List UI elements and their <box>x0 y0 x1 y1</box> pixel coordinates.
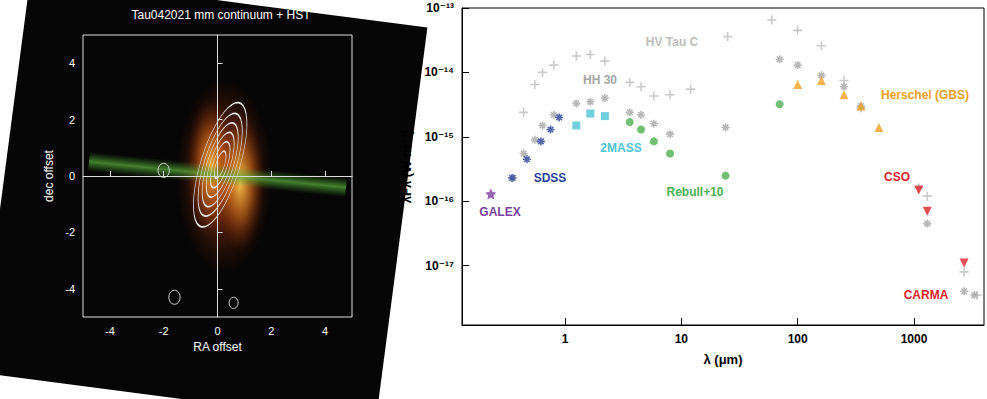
svg-text:100: 100 <box>788 332 808 346</box>
svg-text:1: 1 <box>562 332 569 346</box>
svg-text:2MASS: 2MASS <box>600 141 641 155</box>
svg-text:CARMA: CARMA <box>904 288 949 302</box>
svg-text:10⁻¹⁵: 10⁻¹⁵ <box>425 130 454 144</box>
svg-text:10⁻¹⁴: 10⁻¹⁴ <box>424 65 454 79</box>
svg-text:-2: -2 <box>159 325 169 337</box>
svg-text:Rebull+10: Rebull+10 <box>666 185 723 199</box>
svg-text:GALEX: GALEX <box>479 205 520 219</box>
svg-text:0: 0 <box>214 325 220 337</box>
svg-text:10⁻¹³: 10⁻¹³ <box>426 1 454 15</box>
svg-text:-4: -4 <box>65 283 75 295</box>
svg-text:1000: 1000 <box>901 332 928 346</box>
svg-text:10: 10 <box>675 332 689 346</box>
svg-text:10⁻¹⁷: 10⁻¹⁷ <box>425 259 454 273</box>
svg-text:dec offset: dec offset <box>42 149 56 201</box>
svg-text:HV Tau C: HV Tau C <box>646 35 699 49</box>
svg-text:λ (μm): λ (μm) <box>703 352 742 367</box>
svg-text:λFλ (W m⁻²): λFλ (W m⁻²) <box>399 130 414 203</box>
svg-text:-4: -4 <box>105 325 115 337</box>
svg-text:Herschel (GBS): Herschel (GBS) <box>881 88 969 102</box>
svg-text:4: 4 <box>69 57 75 69</box>
svg-text:-2: -2 <box>65 226 75 238</box>
svg-text:2: 2 <box>268 325 274 337</box>
svg-text:CSO: CSO <box>884 170 910 184</box>
svg-text:RA offset: RA offset <box>193 340 242 354</box>
svg-text:SDSS: SDSS <box>534 171 567 185</box>
svg-text:2: 2 <box>69 114 75 126</box>
svg-text:4: 4 <box>322 325 328 337</box>
svg-text:Tau042021 mm continuum + HST: Tau042021 mm continuum + HST <box>131 8 311 22</box>
svg-text:0: 0 <box>69 170 75 182</box>
svg-text:HH 30: HH 30 <box>583 73 617 87</box>
svg-text:10⁻¹⁶: 10⁻¹⁶ <box>425 194 454 208</box>
